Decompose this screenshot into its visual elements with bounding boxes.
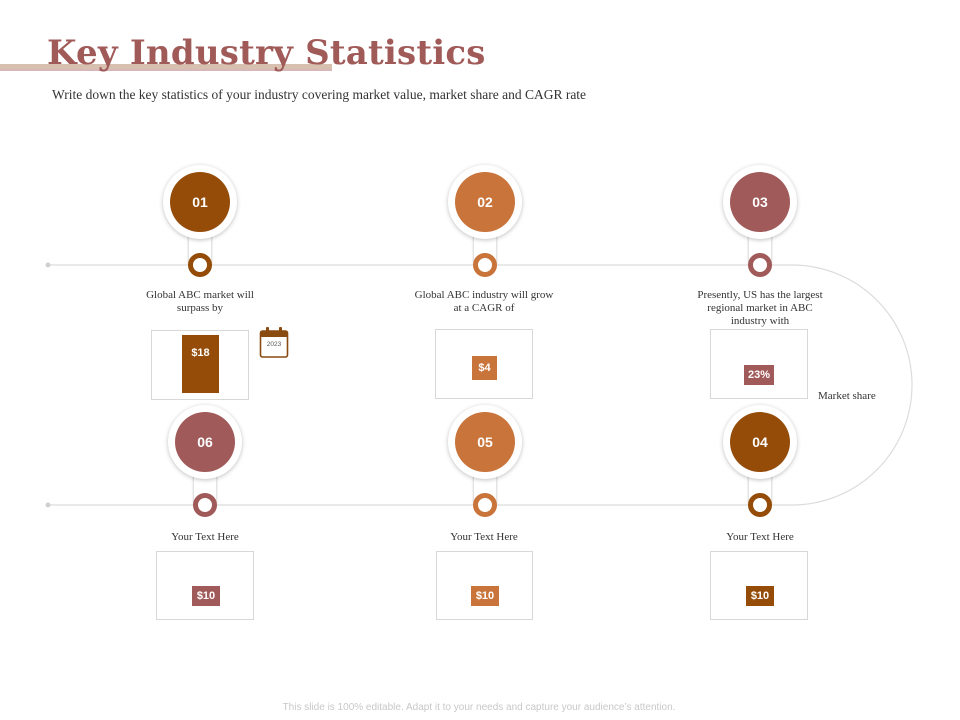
stat-description: Your Text Here xyxy=(450,531,518,543)
stat-description: Global ABC industry will grow at a CAGR … xyxy=(414,289,554,314)
stat-description: Presently, US has the largest regional m… xyxy=(697,289,823,327)
pin-marker: 03 xyxy=(723,165,797,239)
page-subtitle: Write down the key statistics of your in… xyxy=(52,87,587,102)
stat-box: $10 xyxy=(710,551,808,620)
pin-marker: 02 xyxy=(448,165,522,239)
stat-description: Global ABC market will surpass by xyxy=(146,289,254,314)
stat-box: 23% xyxy=(710,329,808,399)
timeline-node xyxy=(748,493,772,517)
footer-note: This slide is 100% editable. Adapt it to… xyxy=(282,702,676,713)
stat-value: $18 xyxy=(191,347,210,359)
stat-value: $4 xyxy=(472,356,497,380)
stat-value: $10 xyxy=(192,586,220,606)
calendar-year: 2023 xyxy=(266,341,282,348)
pin-marker: 06 xyxy=(168,405,242,479)
title-accent-line xyxy=(0,69,332,71)
pin-marker: 01 xyxy=(163,165,237,239)
pin-marker: 04 xyxy=(723,405,797,479)
stat-value: $10 xyxy=(746,586,774,606)
pin-marker: 05 xyxy=(448,405,522,479)
stat-description: Your Text Here xyxy=(726,531,794,543)
stat-description: Your Text Here xyxy=(171,531,239,543)
page-title: Key Industry Statistics xyxy=(47,33,486,73)
title-accent-bar xyxy=(0,64,332,69)
step-number: 04 xyxy=(730,412,790,472)
step-number: 03 xyxy=(730,172,790,232)
timeline-node xyxy=(748,253,772,277)
stat-box: $4 xyxy=(435,329,533,399)
timeline-node xyxy=(193,493,217,517)
step-number: 02 xyxy=(455,172,515,232)
stat-value: 23% xyxy=(744,365,774,385)
calendar-icon: 2023 xyxy=(259,326,289,359)
stat-box: $18 xyxy=(151,330,249,400)
timeline-node xyxy=(188,253,212,277)
step-number: 05 xyxy=(455,412,515,472)
market-share-label: Market share xyxy=(818,390,876,402)
timeline-node xyxy=(473,493,497,517)
stat-value: $10 xyxy=(471,586,499,606)
stat-box: $10 xyxy=(156,551,254,620)
step-number: 06 xyxy=(175,412,235,472)
timeline-node xyxy=(473,253,497,277)
stat-box: $10 xyxy=(436,551,533,620)
value-bar xyxy=(182,335,219,393)
step-number: 01 xyxy=(170,172,230,232)
